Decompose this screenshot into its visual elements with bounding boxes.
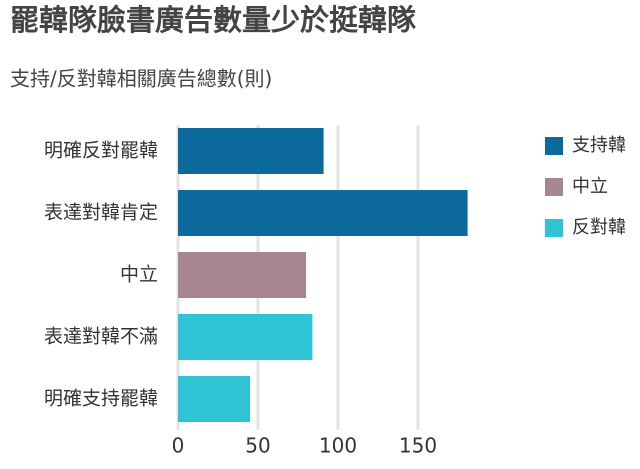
x-tick-label: 50 xyxy=(245,434,270,458)
legend-label: 支持韓 xyxy=(572,135,626,156)
legend-swatch xyxy=(545,219,563,237)
legend-label: 中立 xyxy=(572,176,608,197)
legend-label: 反對韓 xyxy=(572,217,626,238)
chart-subtitle: 支持/反對韓相關廣告總數(則) xyxy=(10,67,272,91)
chart-title: 罷韓隊臉書廣告數量少於挺韓隊 xyxy=(10,3,416,37)
y-tick-label: 明確反對罷韓 xyxy=(44,140,158,162)
bar xyxy=(178,252,306,298)
bar xyxy=(178,128,324,174)
y-tick-label: 表達對韓不滿 xyxy=(44,326,158,348)
x-tick-label: 150 xyxy=(399,434,437,458)
y-tick-label: 中立 xyxy=(120,264,158,286)
bar xyxy=(178,314,313,360)
x-tick-label: 0 xyxy=(172,434,185,458)
bar xyxy=(178,190,468,236)
bar xyxy=(178,376,250,422)
x-tick-label: 100 xyxy=(319,434,357,458)
y-tick-label: 明確支持罷韓 xyxy=(44,388,158,410)
legend-swatch xyxy=(545,178,563,196)
y-tick-label: 表達對韓肯定 xyxy=(44,202,158,224)
legend-swatch xyxy=(545,137,563,155)
